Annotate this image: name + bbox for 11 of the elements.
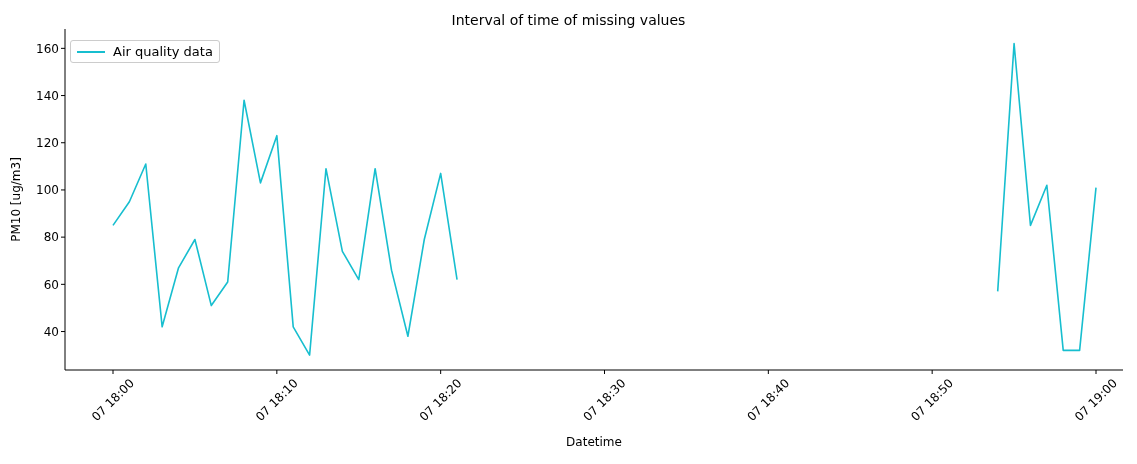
- chart-title: Interval of time of missing values: [450, 12, 687, 28]
- y-tick-label: 80: [43, 230, 59, 245]
- y-axis-title: PM10 [ug/m3]: [9, 157, 24, 242]
- legend-label: Air quality data: [113, 44, 213, 59]
- y-tick-label: 60: [43, 277, 59, 292]
- y-tick-label: 120: [36, 136, 59, 151]
- y-tick-label: 100: [36, 183, 59, 198]
- y-tick-label: 140: [36, 88, 59, 103]
- y-tick-label: 40: [43, 324, 59, 339]
- x-axis-title: Datetime: [566, 435, 622, 449]
- y-tick-label: 160: [36, 41, 59, 56]
